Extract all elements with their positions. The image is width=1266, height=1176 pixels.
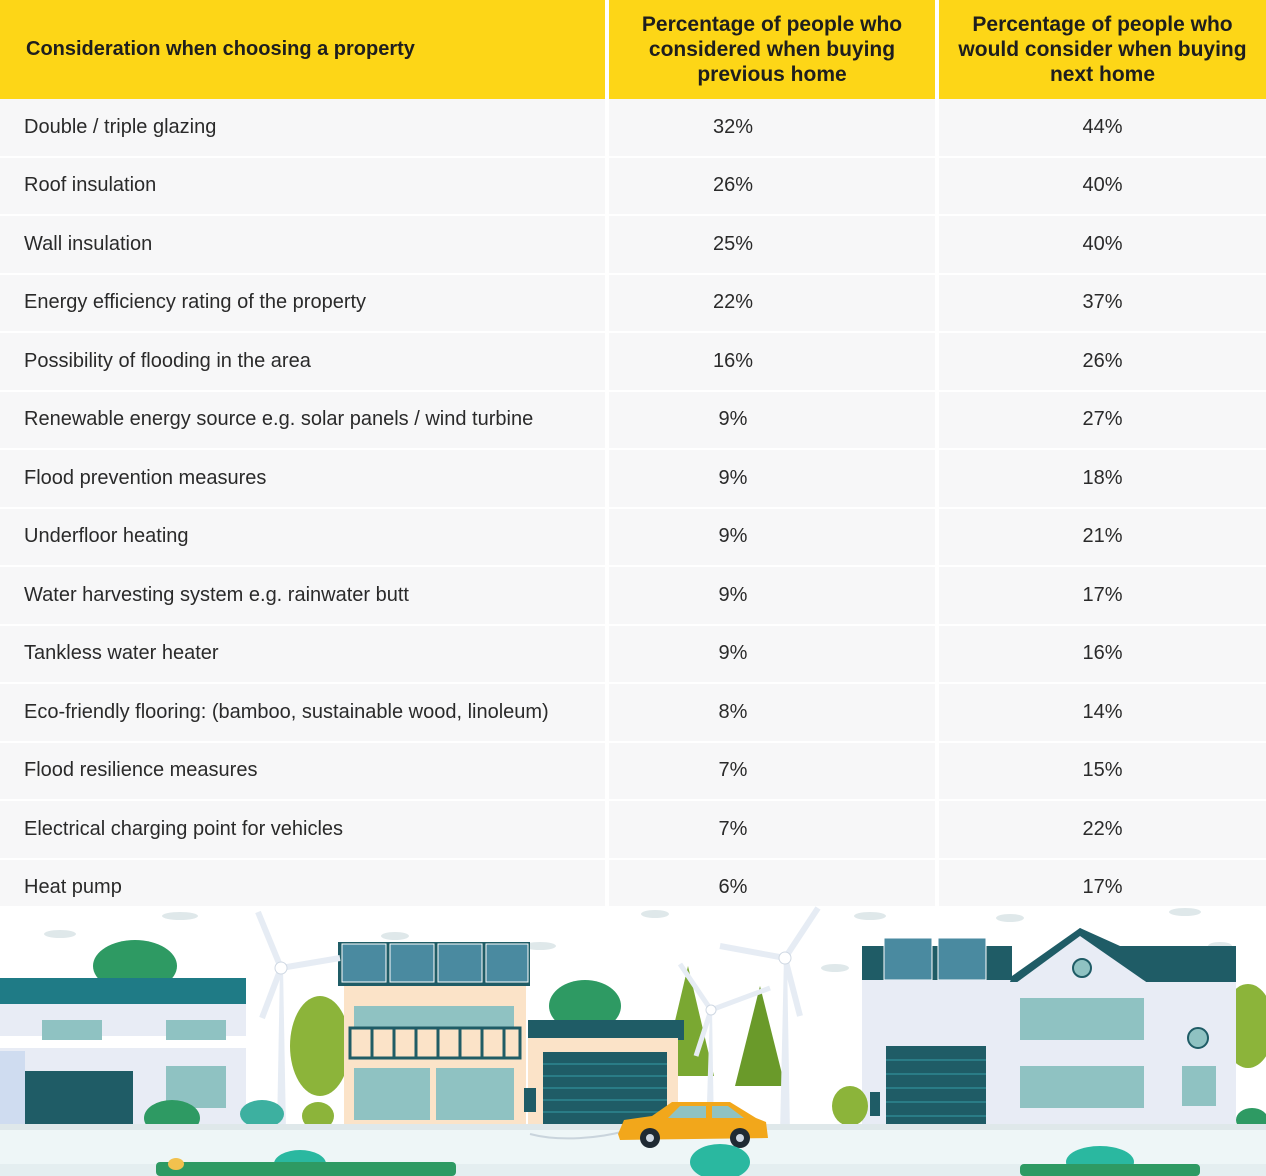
table-row: Electrical charging point for vehicles 7%… bbox=[0, 801, 1266, 860]
wind-turbine-icon bbox=[255, 910, 341, 1131]
consideration-cell: Roof insulation bbox=[0, 157, 605, 216]
consideration-cell: Tankless water heater bbox=[0, 625, 605, 684]
wind-turbine-icon bbox=[719, 906, 821, 1134]
consideration-cell: Possibility of flooding in the area bbox=[0, 333, 605, 392]
car-icon bbox=[618, 1102, 768, 1148]
table-row: Tankless water heater 9% 16% bbox=[0, 625, 1266, 684]
consideration-cell: Wall insulation bbox=[0, 216, 605, 275]
next-home-percentage: 40% bbox=[939, 216, 1266, 275]
previous-home-percentage: 9% bbox=[609, 391, 935, 450]
next-home-percentage: 18% bbox=[939, 450, 1266, 509]
table-row: Possibility of flooding in the area 16% 26… bbox=[0, 333, 1266, 392]
next-home-percentage: 22% bbox=[939, 801, 1266, 860]
table-row: Water harvesting system e.g. rainwater b… bbox=[0, 567, 1266, 626]
consideration-cell: Underfloor heating bbox=[0, 508, 605, 567]
next-home-percentage: 26% bbox=[939, 333, 1266, 392]
previous-home-percentage: 9% bbox=[609, 567, 935, 626]
table-row: Flood resilience measures 7% 15% bbox=[0, 742, 1266, 801]
considerations-table: Consideration when choosing a property P… bbox=[0, 0, 1266, 918]
consideration-cell: Energy efficiency rating of the property bbox=[0, 274, 605, 333]
previous-home-percentage: 7% bbox=[609, 801, 935, 860]
table-row: Wall insulation 25% 40% bbox=[0, 216, 1266, 275]
header-next-home: Percentage of people who would consider … bbox=[939, 0, 1266, 99]
table-row: Roof insulation 26% 40% bbox=[0, 157, 1266, 216]
consideration-cell: Water harvesting system e.g. rainwater b… bbox=[0, 567, 605, 626]
next-home-percentage: 14% bbox=[939, 684, 1266, 743]
previous-home-percentage: 9% bbox=[609, 450, 935, 509]
header-previous-home: Percentage of people who considered when… bbox=[609, 0, 935, 99]
previous-home-percentage: 8% bbox=[609, 684, 935, 743]
previous-home-percentage: 32% bbox=[609, 99, 935, 158]
table-header-row: Consideration when choosing a property P… bbox=[0, 0, 1266, 99]
previous-home-percentage: 7% bbox=[609, 742, 935, 801]
consideration-cell: Eco-friendly flooring: (bamboo, sustaina… bbox=[0, 684, 605, 743]
consideration-cell: Double / triple glazing bbox=[0, 99, 605, 158]
next-home-percentage: 21% bbox=[939, 508, 1266, 567]
eco-houses-illustration bbox=[0, 906, 1266, 1176]
previous-home-percentage: 26% bbox=[609, 157, 935, 216]
cloud-icon bbox=[44, 908, 1232, 972]
consideration-cell: Flood resilience measures bbox=[0, 742, 605, 801]
next-home-percentage: 44% bbox=[939, 99, 1266, 158]
next-home-percentage: 16% bbox=[939, 625, 1266, 684]
consideration-cell: Flood prevention measures bbox=[0, 450, 605, 509]
next-home-percentage: 37% bbox=[939, 274, 1266, 333]
next-home-percentage: 40% bbox=[939, 157, 1266, 216]
previous-home-percentage: 9% bbox=[609, 508, 935, 567]
table-row: Renewable energy source e.g. solar panel… bbox=[0, 391, 1266, 450]
previous-home-percentage: 9% bbox=[609, 625, 935, 684]
table-row: Underfloor heating 9% 21% bbox=[0, 508, 1266, 567]
next-home-percentage: 15% bbox=[939, 742, 1266, 801]
next-home-percentage: 27% bbox=[939, 391, 1266, 450]
previous-home-percentage: 22% bbox=[609, 274, 935, 333]
table-row: Flood prevention measures 9% 18% bbox=[0, 450, 1266, 509]
table-body: Double / triple glazing 32% 44% Roof insula… bbox=[0, 99, 1266, 918]
next-home-percentage: 17% bbox=[939, 567, 1266, 626]
previous-home-percentage: 25% bbox=[609, 216, 935, 275]
consideration-cell: Renewable energy source e.g. solar panel… bbox=[0, 391, 605, 450]
previous-home-percentage: 16% bbox=[609, 333, 935, 392]
table-row: Energy efficiency rating of the property… bbox=[0, 274, 1266, 333]
table-row: Double / triple glazing 32% 44% bbox=[0, 99, 1266, 158]
consideration-cell: Electrical charging point for vehicles bbox=[0, 801, 605, 860]
table-row: Eco-friendly flooring: (bamboo, sustaina… bbox=[0, 684, 1266, 743]
header-consideration: Consideration when choosing a property bbox=[0, 0, 605, 99]
